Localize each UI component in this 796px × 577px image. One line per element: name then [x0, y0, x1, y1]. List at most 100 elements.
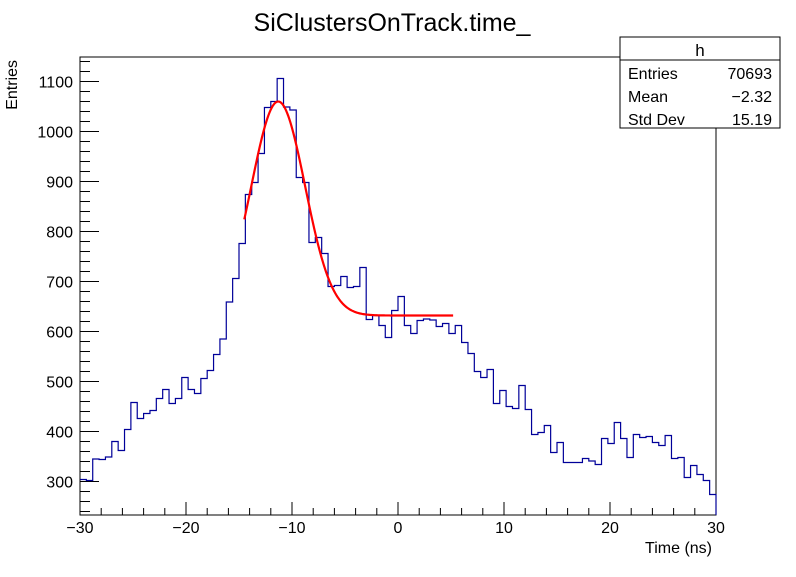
- histogram-bin: [334, 286, 340, 516]
- histogram-bin: [582, 459, 588, 516]
- histogram-bin: [137, 419, 143, 516]
- histogram-bin: [633, 435, 639, 516]
- histogram-bin: [684, 478, 690, 516]
- histogram-bin: [328, 287, 334, 516]
- histogram-bin: [201, 379, 207, 516]
- histogram-bin: [544, 426, 550, 516]
- histogram-bin: [214, 355, 220, 516]
- y-tick-label: 900: [46, 175, 73, 192]
- histogram-bin: [264, 108, 270, 516]
- y-tick-label: 1100: [39, 75, 74, 92]
- histogram-bin: [468, 354, 474, 516]
- histogram-bin: [290, 110, 296, 515]
- histogram-bin: [296, 178, 302, 516]
- histogram-bin: [525, 410, 531, 516]
- histogram-bin: [608, 444, 614, 516]
- fit-curve: [243, 100, 454, 317]
- histogram-bin: [303, 183, 309, 516]
- histogram-bin: [315, 238, 321, 516]
- histogram-bin: [112, 442, 118, 516]
- histogram-bin: [277, 79, 283, 516]
- stats-stddev-label: Std Dev: [628, 112, 685, 129]
- histogram-bin: [118, 451, 124, 516]
- stats-box: h Entries 70693 Mean −2.32 Std Dev 15.19: [619, 36, 781, 129]
- histogram-bin: [481, 378, 487, 516]
- y-axis-label: Entries: [4, 60, 21, 110]
- stats-stddev-value: 15.19: [732, 112, 772, 129]
- histogram-bin: [163, 390, 169, 516]
- x-tick-label: 30: [707, 520, 725, 537]
- y-tick-label: 400: [46, 425, 73, 442]
- histogram-bin: [150, 411, 156, 516]
- chart-title: SiClustersOnTrack.time_: [254, 9, 532, 37]
- histogram-bin: [379, 326, 385, 516]
- y-tick-label: 300: [46, 475, 73, 492]
- histogram-bin: [373, 316, 379, 516]
- histogram-bin: [691, 466, 697, 516]
- histogram-bin: [239, 244, 245, 516]
- histogram-bin: [169, 404, 175, 516]
- histogram-bin: [245, 195, 251, 516]
- histogram-bin: [93, 459, 99, 515]
- histogram-bin: [678, 458, 684, 516]
- x-tick-label: 0: [394, 520, 403, 537]
- histogram-bin: [614, 423, 620, 516]
- histogram-bin: [233, 279, 239, 516]
- histogram-bin: [385, 338, 391, 516]
- histogram-bin: [512, 409, 518, 516]
- histogram-bin: [621, 439, 627, 516]
- stats-entries-value: 70693: [728, 66, 773, 83]
- histogram-bin: [474, 372, 480, 516]
- histogram-bin: [462, 343, 468, 516]
- histogram-bin: [392, 311, 398, 516]
- histogram-bin: [417, 321, 423, 516]
- histogram-bin: [436, 327, 442, 516]
- histogram-bin: [284, 107, 290, 515]
- histogram-bin: [532, 435, 538, 516]
- histogram-outline: [80, 77, 717, 515]
- histogram-bin: [455, 326, 461, 516]
- y-tick-labels: 300 400 500 600 700 800 900 1000 1100: [37, 75, 73, 492]
- stats-entries-label: Entries: [628, 66, 678, 83]
- histogram-bin: [105, 457, 111, 515]
- histogram-bin: [271, 102, 277, 516]
- histogram-bin: [589, 461, 595, 515]
- y-tick-label: 700: [46, 275, 73, 292]
- stats-box-frame: [619, 36, 781, 129]
- histogram-bin: [175, 399, 181, 516]
- histogram-bin: [563, 463, 569, 516]
- histogram-bin: [252, 183, 258, 516]
- x-tick-label: −30: [66, 520, 93, 537]
- histogram-bin: [506, 407, 512, 516]
- histogram-bin: [125, 430, 131, 516]
- x-tick-label: 20: [601, 520, 619, 537]
- histogram-bin: [423, 319, 429, 515]
- y-tick-label: 800: [46, 225, 73, 242]
- histogram-bin: [220, 339, 226, 515]
- stats-title: h: [695, 41, 704, 60]
- histogram-bin: [627, 458, 633, 516]
- axis-ticks: [79, 61, 717, 515]
- y-tick-label: 500: [46, 375, 73, 392]
- histogram-bin: [538, 433, 544, 516]
- histogram-bin: [710, 495, 716, 516]
- histogram-bin: [309, 243, 315, 516]
- histogram-bin: [322, 254, 328, 516]
- histogram-bars: [80, 77, 717, 516]
- histogram-bin: [500, 391, 506, 516]
- histogram-bin: [493, 404, 499, 516]
- histogram-bin: [80, 480, 86, 516]
- histogram-bin: [156, 399, 162, 516]
- histogram-bin: [570, 463, 576, 516]
- fit-curve-line: [243, 100, 454, 317]
- histogram-bin: [595, 465, 601, 516]
- histogram-bin: [258, 154, 264, 516]
- histogram-bin: [557, 443, 563, 516]
- histogram-bin: [347, 288, 353, 516]
- histogram-bin: [226, 302, 232, 515]
- x-axis-label: Time (ns): [645, 540, 712, 557]
- histogram-bin: [207, 371, 213, 516]
- histogram-bin: [646, 437, 652, 516]
- histogram-bin: [182, 378, 188, 516]
